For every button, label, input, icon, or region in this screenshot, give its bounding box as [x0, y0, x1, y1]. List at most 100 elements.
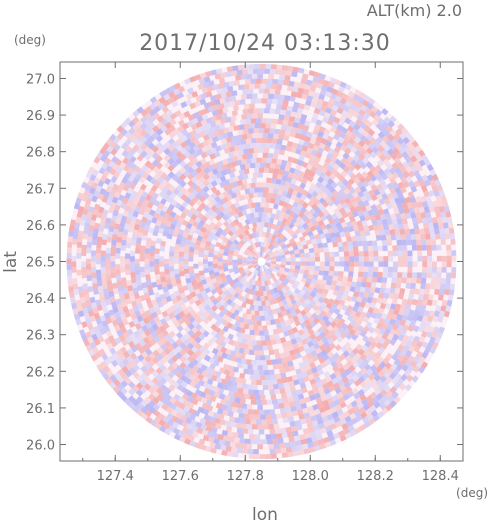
- field-cell: [182, 308, 190, 315]
- field-cell: [354, 205, 362, 213]
- field-cell: [274, 388, 281, 395]
- field-cell: [304, 298, 311, 306]
- field-cell: [399, 359, 407, 367]
- field-cell: [365, 133, 374, 141]
- field-cell: [396, 363, 404, 371]
- field-cell: [321, 100, 329, 108]
- field-cell: [368, 142, 376, 150]
- field-cell: [159, 425, 167, 433]
- field-cell: [175, 177, 183, 185]
- field-cell: [415, 360, 423, 369]
- field-cell: [319, 205, 327, 213]
- field-cell: [304, 152, 312, 159]
- field-cell: [347, 425, 355, 433]
- field-cell: [274, 183, 280, 190]
- field-cell: [293, 184, 300, 192]
- field-cell: [372, 271, 378, 278]
- field-cell: [168, 84, 176, 92]
- field-cell: [132, 177, 139, 186]
- field-cell: [349, 206, 357, 213]
- field-cell: [416, 164, 424, 173]
- field-cell: [333, 217, 341, 225]
- field-cell: [212, 353, 220, 361]
- field-cell: [253, 449, 259, 455]
- field-cell: [354, 195, 362, 203]
- field-cell: [133, 330, 141, 338]
- field-cell: [171, 100, 179, 108]
- field-cell: [230, 355, 238, 362]
- field-cell: [351, 387, 359, 395]
- field-cell: [196, 235, 203, 242]
- field-cell: [80, 334, 88, 342]
- field-cell: [364, 377, 372, 385]
- field-cell: [187, 329, 195, 337]
- field-cell: [277, 248, 284, 254]
- field-cell: [222, 295, 230, 303]
- field-cell: [383, 292, 390, 300]
- field-cell: [292, 213, 299, 220]
- field-cell: [357, 271, 364, 278]
- field-cell: [188, 266, 194, 272]
- field-cell: [90, 354, 98, 362]
- field-cell: [246, 74, 252, 80]
- field-cell: [244, 393, 250, 400]
- field-cell: [338, 246, 344, 252]
- field-cell: [328, 434, 335, 442]
- field-cell: [186, 395, 194, 403]
- field-cell: [237, 387, 244, 394]
- field-cell: [195, 121, 203, 129]
- field-cell: [103, 288, 109, 295]
- field-cell: [326, 430, 334, 437]
- field-cell: [359, 380, 368, 388]
- field-cell: [280, 258, 286, 262]
- field-cell: [285, 242, 292, 249]
- field-cell: [200, 307, 207, 315]
- field-cell: [407, 261, 413, 267]
- field-cell: [101, 239, 107, 246]
- field-cell: [407, 355, 415, 363]
- field-cell: [128, 120, 136, 128]
- field-cell: [99, 296, 106, 303]
- field-cell: [123, 223, 130, 230]
- field-cell: [149, 196, 157, 204]
- field-cell: [80, 181, 88, 189]
- field-cell: [138, 320, 146, 328]
- field-cell: [251, 279, 256, 286]
- field-cell: [406, 201, 414, 209]
- field-cell: [148, 400, 156, 408]
- field-cell: [325, 107, 333, 114]
- field-cell: [291, 283, 298, 290]
- field-cell: [267, 207, 273, 214]
- field-cell: [440, 194, 447, 202]
- field-cell: [253, 305, 259, 311]
- field-cell: [318, 247, 325, 253]
- field-cell: [366, 413, 374, 421]
- field-cell: [328, 270, 334, 277]
- field-cell: [257, 404, 263, 410]
- field-cell: [432, 315, 439, 323]
- field-cell: [265, 434, 272, 440]
- field-cell: [259, 330, 264, 336]
- field-cell: [285, 355, 293, 362]
- field-cell: [106, 280, 113, 287]
- field-cell: [247, 153, 253, 159]
- field-cell: [190, 419, 198, 427]
- field-cell: [331, 104, 339, 112]
- field-cell: [246, 246, 253, 252]
- field-cell: [159, 350, 168, 358]
- field-cell: [130, 313, 137, 321]
- field-cell: [134, 193, 142, 201]
- field-cell: [227, 253, 233, 259]
- field-cell: [284, 285, 291, 292]
- field-cell: [391, 313, 398, 321]
- field-cell: [290, 241, 297, 248]
- field-cell: [293, 379, 300, 386]
- field-cell: [288, 305, 296, 313]
- field-cell: [83, 313, 90, 320]
- field-cell: [273, 133, 279, 140]
- field-cell: [312, 161, 320, 169]
- field-cell: [105, 258, 111, 265]
- field-cell: [328, 418, 336, 426]
- field-cell: [330, 334, 338, 342]
- field-cell: [376, 159, 385, 167]
